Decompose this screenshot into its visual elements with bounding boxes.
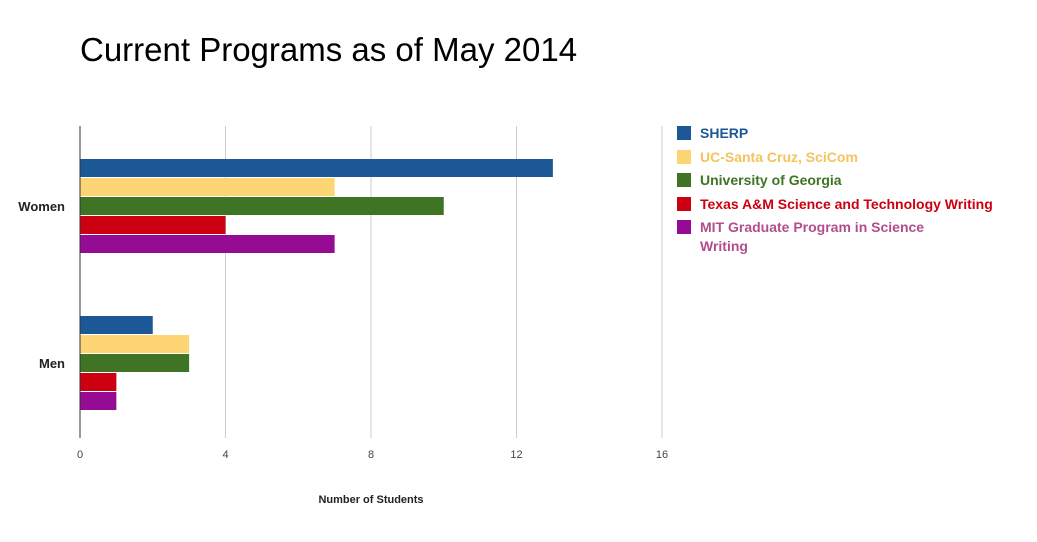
- category-label: Men: [39, 356, 65, 371]
- legend-swatch: [677, 173, 691, 187]
- legend-label: University of Georgia: [700, 172, 842, 188]
- x-tick-label: 4: [222, 449, 228, 461]
- bar: [80, 354, 190, 372]
- legend-swatch: [677, 126, 691, 140]
- bar: [80, 373, 117, 391]
- x-tick-label: 0: [77, 449, 83, 461]
- x-tick-label: 16: [656, 449, 668, 461]
- bar: [80, 335, 190, 353]
- legend-item: University of Georgia: [677, 172, 842, 188]
- legend-label: UC-Santa Cruz, SciCom: [700, 149, 858, 165]
- legend-swatch: [677, 197, 691, 211]
- legend-swatch: [677, 150, 691, 164]
- bar: [80, 197, 444, 215]
- bar: [80, 216, 226, 234]
- x-tick-label: 12: [510, 449, 522, 461]
- category-label: Women: [18, 199, 65, 214]
- legend-item: MIT Graduate Program in Science Writing: [677, 219, 924, 254]
- x-tick-labels: 0 4 8 12 16: [77, 449, 668, 461]
- legend-label: MIT Graduate Program in Science: [700, 219, 924, 235]
- legend-swatch: [677, 220, 691, 234]
- legend-label: SHERP: [700, 125, 748, 141]
- bars: [80, 159, 553, 410]
- bar: [80, 392, 117, 410]
- bar: [80, 316, 153, 334]
- x-axis-title: Number of Students: [318, 494, 423, 506]
- legend-label: Writing: [700, 238, 748, 254]
- x-tick-label: 8: [368, 449, 374, 461]
- legend-label: Texas A&M Science and Technology Writing: [700, 196, 993, 212]
- bar: [80, 235, 335, 253]
- chart-title: Current Programs as of May 2014: [80, 31, 577, 68]
- gridlines: [225, 126, 663, 438]
- legend-item: Texas A&M Science and Technology Writing: [677, 196, 993, 212]
- legend-item: UC-Santa Cruz, SciCom: [677, 149, 858, 165]
- bar: [80, 178, 335, 196]
- category-labels: Women Men: [18, 199, 65, 371]
- bar: [80, 159, 553, 177]
- legend-item: SHERP: [677, 125, 748, 141]
- legend: SHERP UC-Santa Cruz, SciCom University of …: [677, 125, 993, 254]
